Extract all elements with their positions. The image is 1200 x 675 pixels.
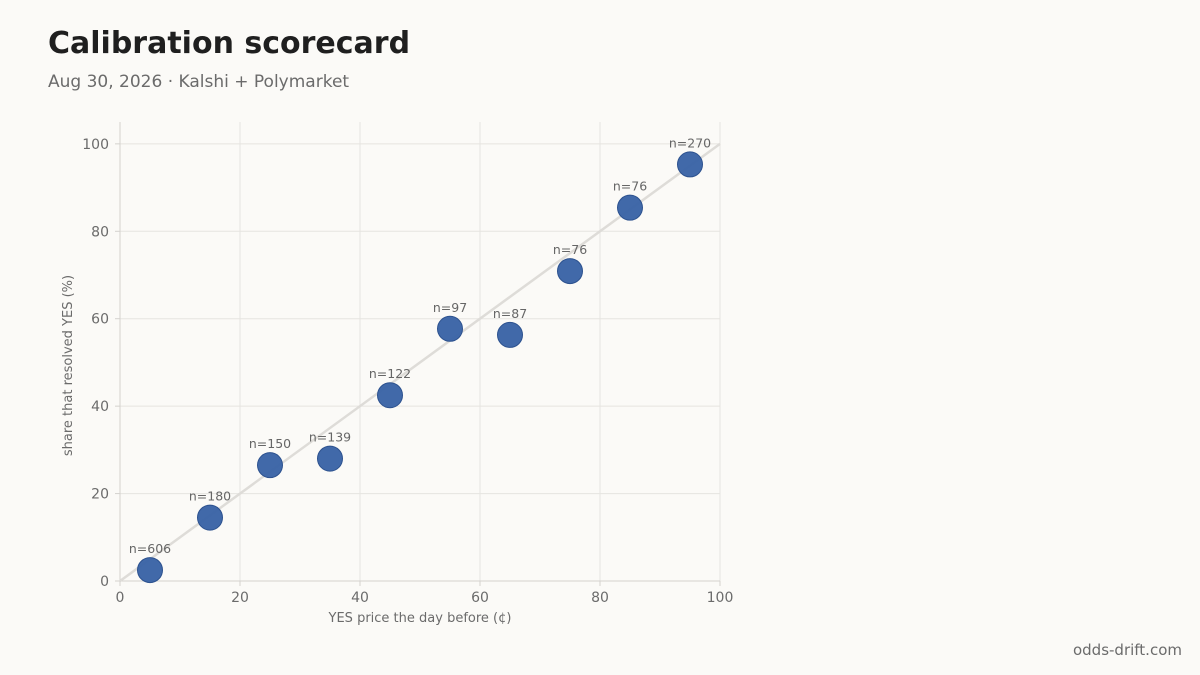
label-layer: n=606 n=180 n=150 n=139 n=122 n=97 n=87 n=76 n=7…	[129, 135, 711, 556]
point-count-label: n=122	[369, 366, 411, 381]
x-tick-label: 20	[231, 590, 249, 606]
data-point	[137, 557, 163, 584]
point-count-label: n=87	[493, 306, 527, 321]
page-subtitle: Aug 30, 2026 · Kalshi + Polymarket	[48, 72, 350, 92]
axis-layer: 0 20 40 60 80 100 0 20 40 60 80 100	[82, 122, 733, 606]
grid-layer	[120, 122, 721, 581]
source-footer: odds-drift.com	[1072, 641, 1182, 659]
perfect-calibration-line	[119, 142, 721, 583]
y-axis-label: share that resolved YES (%)	[61, 275, 76, 456]
data-point	[197, 504, 223, 531]
y-tick-label: 60	[91, 312, 109, 328]
data-point	[377, 382, 403, 409]
x-tick-label: 80	[591, 590, 609, 606]
point-layer	[137, 151, 703, 584]
data-point	[317, 445, 343, 472]
point-count-label: n=76	[553, 242, 587, 257]
reference-line-layer	[119, 142, 721, 583]
x-tick-label: 0	[116, 590, 125, 606]
x-tick-label: 100	[707, 590, 734, 606]
data-point	[437, 315, 463, 342]
x-axis-label: YES price the day before (¢)	[328, 611, 512, 626]
point-count-label: n=139	[309, 430, 351, 445]
point-count-label: n=150	[249, 436, 291, 451]
y-tick-label: 0	[100, 574, 109, 590]
page-title: Calibration scorecard	[48, 26, 411, 61]
data-point	[677, 151, 703, 178]
data-point	[557, 258, 583, 285]
y-tick-label: 100	[82, 137, 109, 153]
point-count-label: n=76	[613, 179, 647, 194]
data-point	[257, 452, 283, 479]
x-tick-label: 40	[351, 590, 369, 606]
point-count-label: n=180	[189, 489, 231, 504]
data-point	[617, 194, 643, 221]
point-count-label: n=606	[129, 541, 171, 556]
x-tick-label: 60	[471, 590, 489, 606]
y-tick-label: 40	[91, 399, 109, 415]
y-tick-label: 20	[91, 487, 109, 503]
data-point	[497, 321, 523, 348]
point-count-label: n=270	[669, 135, 711, 150]
point-count-label: n=97	[433, 300, 467, 315]
y-tick-label: 80	[91, 224, 109, 240]
